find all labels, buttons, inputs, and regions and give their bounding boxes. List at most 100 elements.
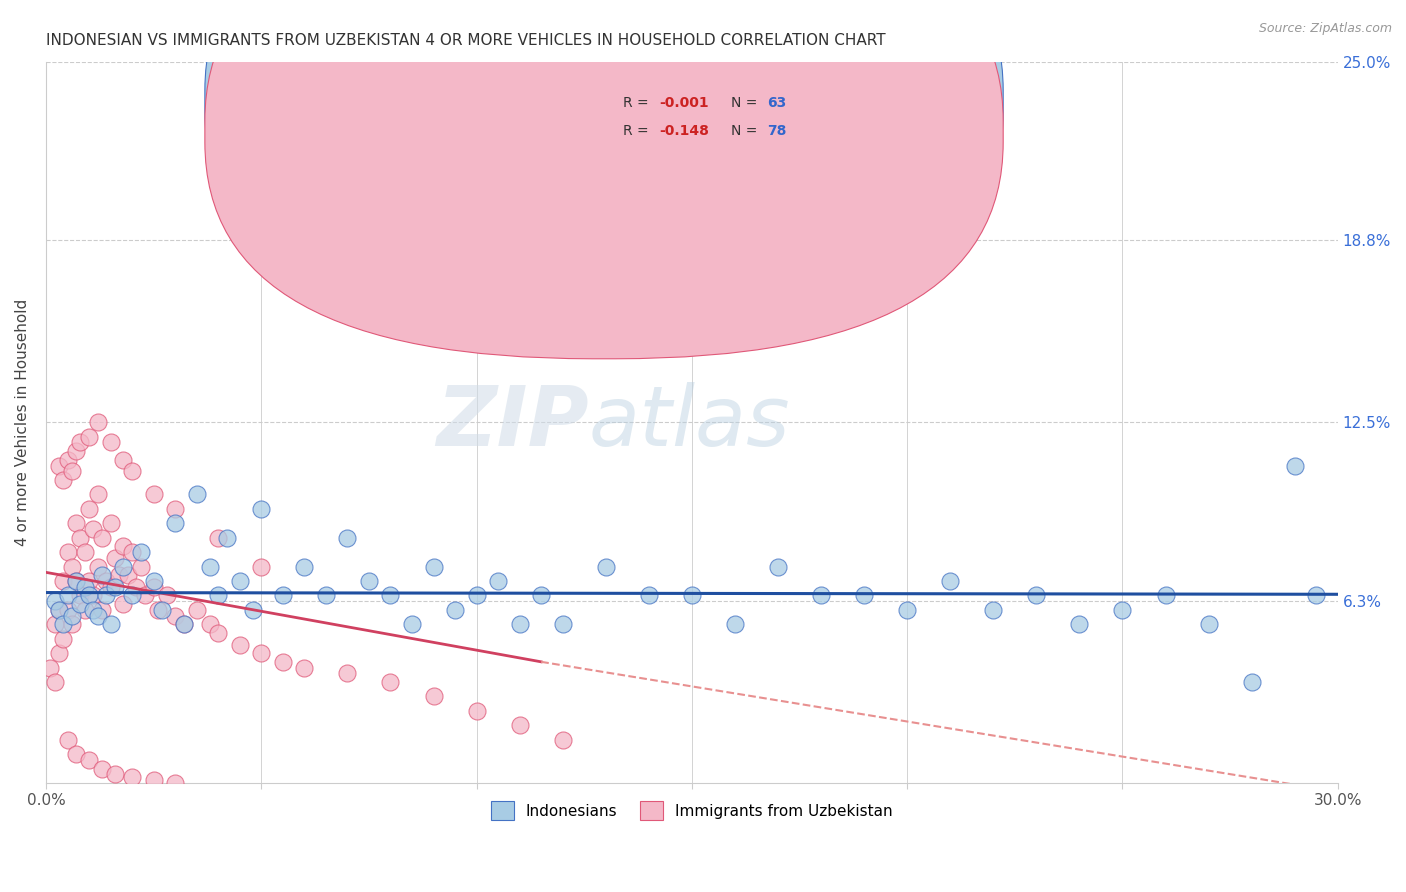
Point	[91, 603, 114, 617]
Text: Source: ZipAtlas.com: Source: ZipAtlas.com	[1258, 22, 1392, 36]
Point	[724, 617, 747, 632]
Point	[229, 574, 252, 588]
Point	[271, 655, 294, 669]
Text: INDONESIAN VS IMMIGRANTS FROM UZBEKISTAN 4 OR MORE VEHICLES IN HOUSEHOLD CORRELA: INDONESIAN VS IMMIGRANTS FROM UZBEKISTAN…	[46, 33, 886, 48]
Point	[173, 617, 195, 632]
Point	[91, 531, 114, 545]
Point	[56, 545, 79, 559]
Text: N =: N =	[731, 95, 762, 110]
Point	[165, 501, 187, 516]
Point	[73, 603, 96, 617]
Point	[1305, 589, 1327, 603]
Point	[121, 589, 143, 603]
Point	[146, 603, 169, 617]
Point	[44, 617, 66, 632]
Text: -0.001: -0.001	[659, 95, 709, 110]
Point	[91, 762, 114, 776]
Point	[215, 531, 238, 545]
Text: R =: R =	[623, 125, 654, 138]
Text: ZIP: ZIP	[436, 382, 589, 463]
Point	[207, 589, 229, 603]
Point	[104, 550, 127, 565]
Point	[60, 464, 83, 478]
Point	[121, 464, 143, 478]
Point	[65, 747, 87, 761]
Point	[637, 589, 659, 603]
Point	[292, 559, 315, 574]
Point	[357, 574, 380, 588]
Point	[86, 487, 108, 501]
Point	[56, 732, 79, 747]
Point	[142, 487, 165, 501]
Point	[100, 435, 122, 450]
Point	[551, 732, 574, 747]
Point	[165, 776, 187, 790]
Point	[48, 603, 70, 617]
Point	[52, 617, 75, 632]
Point	[401, 617, 423, 632]
FancyBboxPatch shape	[205, 0, 1004, 328]
Point	[129, 559, 152, 574]
Point	[250, 559, 273, 574]
Text: 63: 63	[766, 95, 786, 110]
Point	[44, 675, 66, 690]
Point	[271, 589, 294, 603]
Point	[86, 608, 108, 623]
Point	[60, 608, 83, 623]
Point	[91, 568, 114, 582]
Point	[336, 531, 359, 545]
Point	[155, 589, 177, 603]
Point	[229, 638, 252, 652]
Point	[207, 626, 229, 640]
Y-axis label: 4 or more Vehicles in Household: 4 or more Vehicles in Household	[15, 299, 30, 546]
Point	[380, 675, 402, 690]
Point	[48, 646, 70, 660]
Point	[48, 458, 70, 473]
Point	[595, 559, 617, 574]
Point	[150, 603, 173, 617]
FancyBboxPatch shape	[569, 76, 873, 159]
Point	[73, 545, 96, 559]
Point	[486, 574, 509, 588]
Point	[60, 617, 83, 632]
Point	[56, 452, 79, 467]
Point	[250, 501, 273, 516]
Point	[65, 574, 87, 588]
Point	[853, 589, 876, 603]
Point	[1025, 589, 1047, 603]
Point	[125, 580, 148, 594]
Point	[165, 608, 187, 623]
Point	[250, 646, 273, 660]
Point	[530, 589, 553, 603]
Point	[100, 580, 122, 594]
Point	[112, 597, 135, 611]
Point	[292, 660, 315, 674]
Point	[1111, 603, 1133, 617]
Point	[465, 704, 488, 718]
Point	[551, 314, 574, 328]
Point	[112, 452, 135, 467]
Text: N =: N =	[731, 125, 762, 138]
Point	[117, 568, 139, 582]
Text: R =: R =	[623, 95, 654, 110]
Point	[82, 522, 104, 536]
Point	[100, 617, 122, 632]
Point	[52, 574, 75, 588]
Point	[1240, 675, 1263, 690]
Point	[77, 501, 100, 516]
Point	[681, 589, 703, 603]
Point	[380, 589, 402, 603]
Point	[551, 617, 574, 632]
Point	[242, 603, 264, 617]
Point	[77, 589, 100, 603]
Point	[60, 559, 83, 574]
Point	[52, 632, 75, 646]
Point	[509, 617, 531, 632]
Point	[444, 603, 467, 617]
Point	[939, 574, 962, 588]
Point	[69, 435, 91, 450]
Point	[896, 603, 918, 617]
Point	[1069, 617, 1091, 632]
Point	[142, 773, 165, 788]
FancyBboxPatch shape	[205, 0, 1004, 359]
